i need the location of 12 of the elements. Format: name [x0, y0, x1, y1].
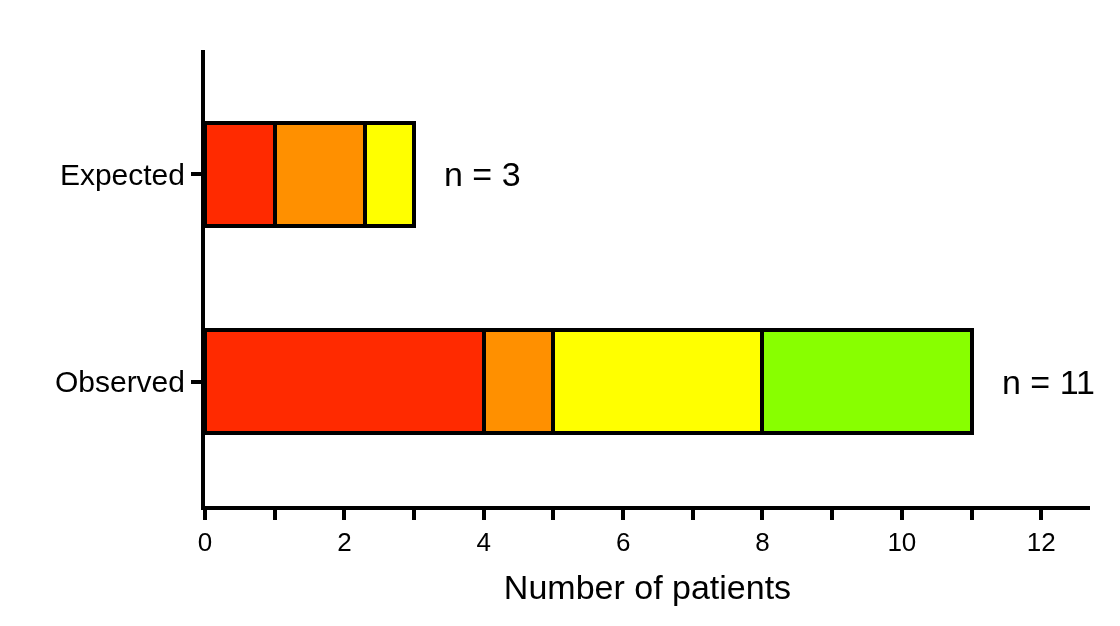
x-tick-label: 2 — [337, 527, 352, 558]
y-tick-label: Expected — [59, 157, 185, 191]
y-tick-label: Observed — [54, 365, 185, 399]
x-tick-label: 12 — [1026, 527, 1056, 558]
x-tick-label: 0 — [197, 527, 213, 558]
x-tick-label: 6 — [615, 527, 631, 558]
x-tick-label: 8 — [755, 527, 770, 558]
annotation: n = 11 — [1002, 363, 1095, 401]
x-axis-title: Number of patients — [503, 568, 792, 606]
x-tick-label: 4 — [476, 527, 491, 558]
annotation: n = 3 — [444, 155, 521, 193]
x-tick-label: 10 — [887, 527, 917, 558]
